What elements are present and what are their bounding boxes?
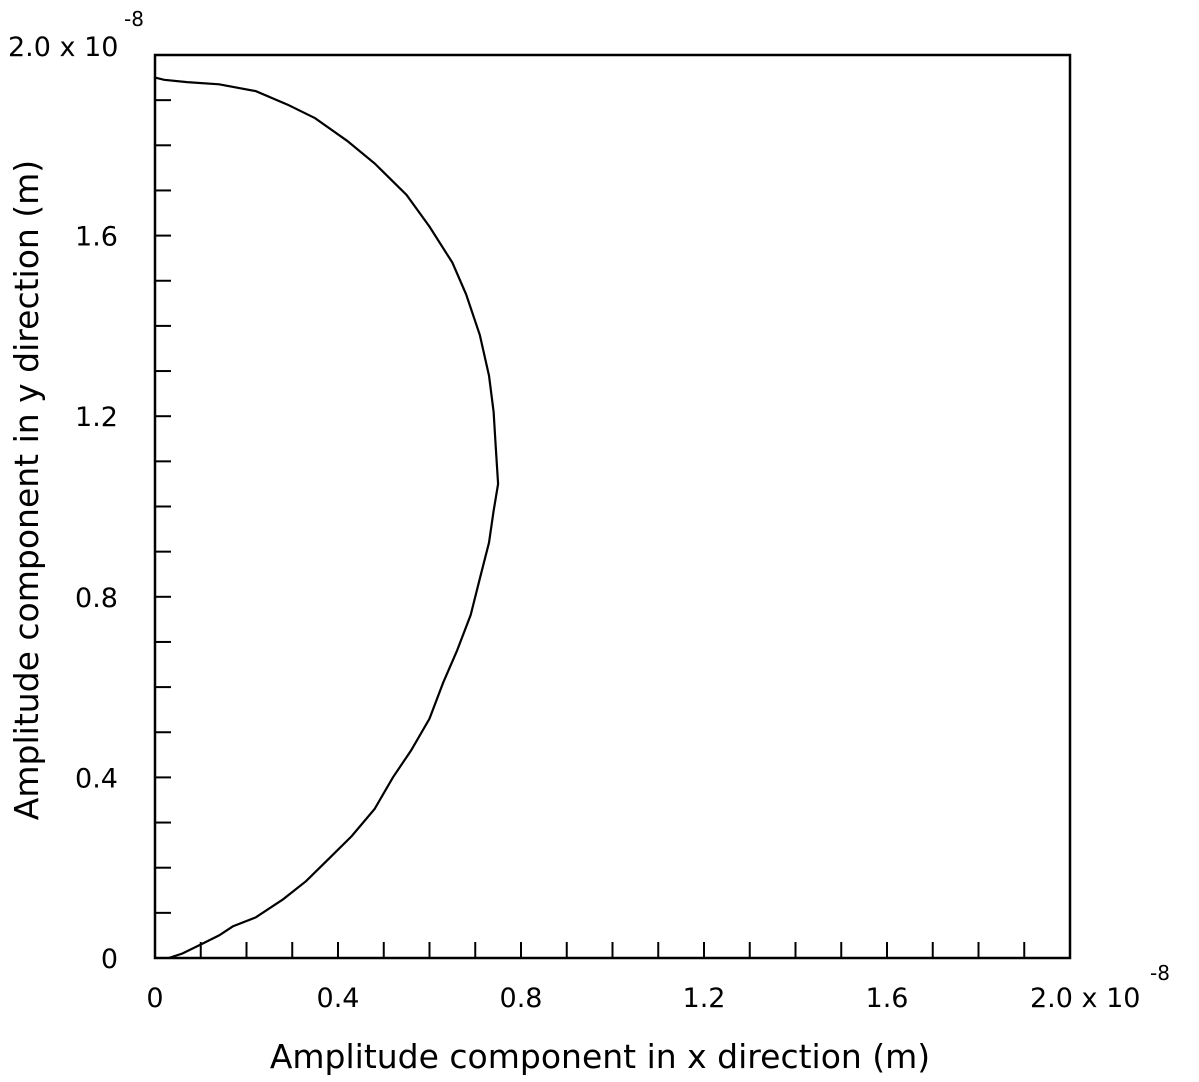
y-tick-label: 1.6 [75, 222, 118, 253]
data-curve [154, 76, 500, 960]
tick-marks [155, 99, 1026, 958]
x-tick-label: 0.8 [500, 983, 543, 1014]
y-axis-label: Amplitude component in y direction (m) [7, 160, 46, 820]
y-axis-multiplier-exponent: -8 [124, 7, 144, 31]
x-tick-label: 0.4 [317, 983, 360, 1014]
x-axis-label: Amplitude component in x direction (m) [270, 1037, 930, 1076]
x-tick-label: 0 [146, 983, 163, 1014]
x-axis-multiplier: 2.0 x 10 [1030, 983, 1140, 1014]
y-tick-label: 1.2 [75, 402, 118, 433]
x-tick-label: 1.6 [866, 983, 909, 1014]
y-tick-label: 0 [101, 944, 118, 975]
x-tick-label: 1.2 [683, 983, 726, 1014]
plot-frame [153, 53, 1072, 960]
x-axis-multiplier-exponent: -8 [1150, 961, 1170, 985]
y-tick-label: 0.8 [75, 583, 118, 614]
y-axis-multiplier: 2.0 x 10 [8, 32, 118, 63]
tick-labels: 0 0.4 0.8 1.2 1.6 0 0.4 0.8 1.2 1.6 [75, 222, 908, 1014]
y-tick-label: 0.4 [75, 763, 118, 794]
